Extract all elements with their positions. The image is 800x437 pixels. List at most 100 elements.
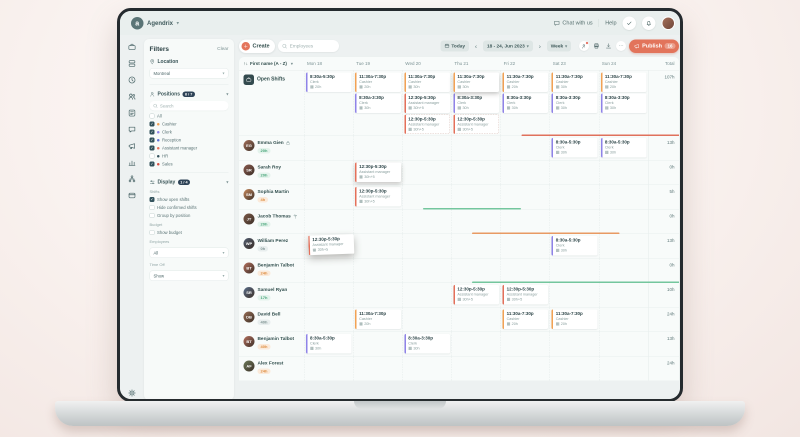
positions-section-header[interactable]: Positions 6 / 7 ▾ <box>150 91 229 97</box>
positions-search[interactable] <box>149 101 229 111</box>
display-option[interactable]: Group by position <box>149 213 229 218</box>
position-option[interactable]: ✓ Cashier <box>149 121 229 127</box>
day-cell[interactable]: 11:30a-7:30p Cashier ▦ 30h 8:30a-3:30p Cl… <box>451 70 500 136</box>
brand-menu[interactable]: a Agendrix ▾ <box>131 16 179 30</box>
day-cell[interactable]: 12:30p-5:30p Assistant manager ▦ 30h+5 <box>500 283 550 307</box>
shift-card[interactable]: 11:30a-7:30p Cashier ▦ 30h <box>453 72 500 92</box>
publish-button[interactable]: Publish 16 <box>629 39 679 53</box>
day-cell[interactable] <box>304 258 353 283</box>
time-clock-icon[interactable] <box>128 76 136 84</box>
shift-card[interactable]: 8:30a-5:30p Clerk ▦ 30h <box>551 138 598 158</box>
shift-card[interactable]: 11:30a-7:30p Cashier ▦ 20h <box>502 72 549 92</box>
employee-row-label[interactable]: SM Sophia Martin 4h <box>239 185 304 209</box>
day-cell[interactable] <box>451 160 500 185</box>
day-cell[interactable] <box>500 209 550 234</box>
day-cell[interactable] <box>304 185 353 209</box>
day-cell[interactable]: 8:30a-5:30p Clerk ▦ 30h <box>549 136 599 160</box>
day-cell[interactable] <box>451 332 500 356</box>
checkbox[interactable] <box>149 205 155 210</box>
position-option[interactable]: ✓ Reception <box>149 137 229 143</box>
day-cell[interactable] <box>500 356 550 381</box>
view-select[interactable]: Week ▾ <box>546 40 572 52</box>
shift-card[interactable]: 8:30a-5:30p Clerk ▦ 30h <box>600 138 647 158</box>
day-cell[interactable] <box>598 185 648 209</box>
day-cell[interactable] <box>402 307 451 332</box>
more-button[interactable]: ⋯ <box>616 41 627 51</box>
download-button[interactable] <box>604 42 613 51</box>
shift-card[interactable]: 8:30a-3:30p Clerk ▦ 30h <box>502 93 549 113</box>
employee-search-input[interactable] <box>289 43 335 49</box>
day-cell[interactable]: 11:30a-7:30p Cashier ▦ 20h <box>549 307 599 332</box>
day-cell[interactable]: 11:30a-7:30p Cashier ▦ 20h 8:30a-3:30p Cl… <box>598 70 648 136</box>
messages-icon[interactable] <box>128 126 136 134</box>
position-option[interactable]: ✓ Assistant manager <box>149 145 229 151</box>
shift-card[interactable]: 12:30p-5:30p Assistant manager ▦ 30h+5 <box>308 234 355 256</box>
day-cell[interactable] <box>402 283 451 307</box>
notifications-bell-button[interactable] <box>642 16 656 30</box>
shift-card[interactable]: 11:30a-7:30p Cashier ▦ 20h <box>600 72 647 92</box>
schedules-icon[interactable] <box>128 60 136 68</box>
requests-icon[interactable] <box>128 43 136 51</box>
help-link[interactable]: Help <box>605 20 617 26</box>
day-cell[interactable]: 12:30p-5:30p Assistant manager ▦ 30h+5 <box>353 160 402 185</box>
day-cell[interactable] <box>304 160 353 185</box>
employee-row-label[interactable]: BT Benjamin Talbot 24h <box>239 259 304 283</box>
day-cell[interactable] <box>549 209 599 234</box>
employee-row-label[interactable]: WP William Perez 0h <box>239 234 304 258</box>
position-option[interactable]: HR <box>149 153 229 159</box>
day-cell[interactable]: 12:30p-5:30p Assistant manager ▦ 30h+5 <box>451 283 500 307</box>
day-cell[interactable]: 8:30a-3:30p Clerk ▦ 30h <box>402 332 451 356</box>
shift-card[interactable]: 12:30p-5:30p Assistant manager ▦ 30h+5 <box>355 187 401 207</box>
day-cell[interactable] <box>500 258 550 283</box>
day-cell[interactable] <box>500 332 550 356</box>
day-cell[interactable] <box>598 160 648 185</box>
checkbox[interactable] <box>149 230 155 235</box>
day-cell[interactable] <box>451 136 500 160</box>
day-cell[interactable] <box>549 283 599 307</box>
shift-card[interactable]: 12:30p-5:30p Assistant manager ▦ 30h+5 <box>453 114 500 134</box>
shift-card[interactable]: 12:30p-5:30p Assistant manager ▦ 30h+5 <box>404 93 450 113</box>
day-cell[interactable] <box>304 136 353 160</box>
day-cell[interactable] <box>500 234 550 258</box>
employee-row-label[interactable]: EG Emma Gien 20h <box>239 136 304 160</box>
shift-card[interactable]: 12:30p-5:30p Assistant manager ▦ 30h+5 <box>355 162 401 182</box>
day-cell[interactable]: 8:30a-5:30p Clerk ▦ 30h <box>598 136 648 160</box>
checkbox[interactable]: ✓ <box>149 121 155 127</box>
employee-row-label[interactable]: JT Jacob Thomas 20h <box>239 210 304 234</box>
conflicts-button[interactable] <box>579 41 590 51</box>
day-cell[interactable] <box>500 136 550 160</box>
day-cell[interactable] <box>549 185 599 209</box>
shift-card[interactable]: 11:30a-7:30p Cashier ▦ 30h <box>551 72 598 92</box>
shift-card[interactable]: 8:30a-3:30p Clerk ▦ 30h <box>355 93 401 113</box>
day-cell[interactable] <box>304 307 353 332</box>
employee-search[interactable] <box>278 40 340 52</box>
day-cell[interactable] <box>304 356 353 381</box>
day-cell[interactable] <box>549 258 599 283</box>
employees-icon[interactable] <box>128 93 136 101</box>
shift-card[interactable]: 12:30p-5:30p Assistant manager ▦ 30h+5 <box>453 285 500 305</box>
day-cell[interactable] <box>402 234 451 258</box>
create-button[interactable]: Create <box>239 39 276 53</box>
day-cell[interactable] <box>353 356 402 381</box>
day-cell[interactable] <box>598 356 648 381</box>
day-cell[interactable] <box>549 356 599 381</box>
checkbox[interactable] <box>149 153 155 159</box>
employee-row-label[interactable]: SR Samuel Ryan 17h <box>239 283 304 307</box>
today-button[interactable]: Today <box>440 40 470 52</box>
shift-card[interactable]: 8:30a-5:30p Clerk ▦ 30h <box>551 236 598 256</box>
day-cell[interactable]: 11:30a-7:30p Cashier ▦ 30h 8:30a-3:30p Cl… <box>549 70 599 136</box>
shift-card[interactable]: 8:30a-3:30p Clerk ▦ 30h <box>404 334 450 354</box>
day-cell[interactable]: 11:30a-7:30p Cashier ▦ 20h 8:30a-3:30p Cl… <box>353 70 402 136</box>
day-cell[interactable]: 8:30a-5:30p Clerk ▦ 30h <box>304 332 353 356</box>
day-cell[interactable] <box>402 160 451 185</box>
open-shifts-row-label[interactable]: Open Shifts <box>239 71 304 136</box>
shift-card[interactable]: 11:30a-7:30p Cashier ▦ 20h <box>502 309 549 329</box>
day-cell[interactable] <box>304 283 353 307</box>
day-cell[interactable]: 12:30p-5:30p Assistant manager ▦ 30h+5 <box>304 234 355 258</box>
shift-card[interactable]: 12:30p-5:30p Assistant manager ▦ 30h+5 <box>404 114 450 134</box>
print-button[interactable] <box>592 42 601 51</box>
employee-row-label[interactable]: AF Alex Forest 24h <box>239 357 304 381</box>
shift-card[interactable]: 11:30a-7:30p Cashier ▦ 20h <box>355 309 401 329</box>
employee-row-label[interactable]: SR Sarah Roy 20h <box>239 161 304 185</box>
day-cell[interactable] <box>304 209 353 234</box>
